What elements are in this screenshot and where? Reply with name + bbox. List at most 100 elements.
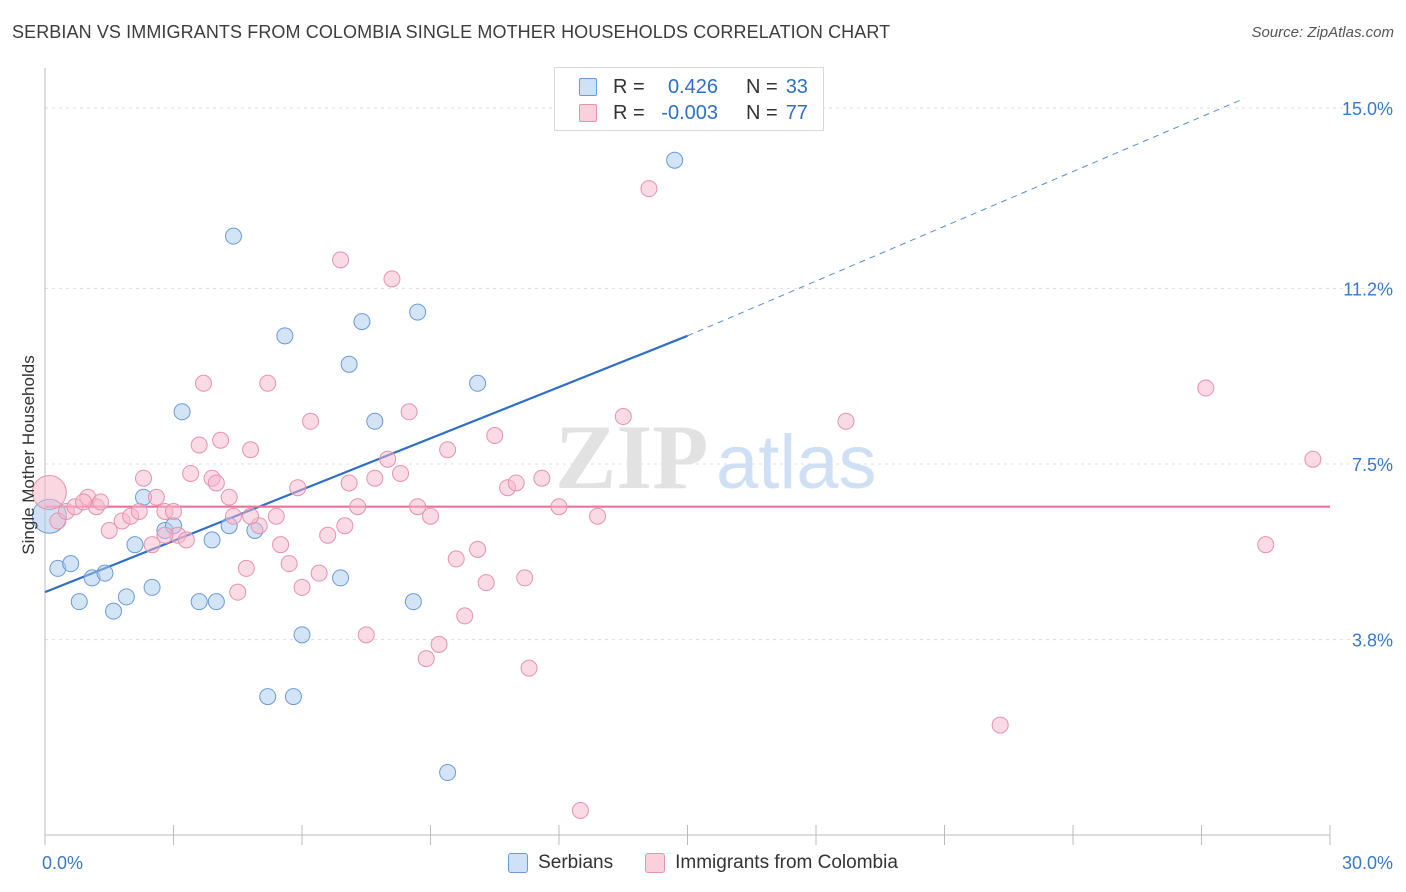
serbian-point [666, 151, 684, 169]
serbian-point [404, 593, 422, 611]
colombia-point [302, 412, 320, 430]
serbian-point [332, 569, 350, 587]
legend-box: R = 0.426 N = 33 R = -0.003 N = 77 [554, 67, 824, 131]
legend-row-colombia: R = -0.003 N = 77 [579, 101, 808, 125]
colombia-point [100, 521, 118, 539]
colombia-point [130, 502, 148, 520]
serbian-point [173, 403, 191, 421]
bottom-legend-swatch-serbians [508, 853, 529, 873]
serbian-trend-extension [687, 98, 1245, 337]
colombia-point [272, 536, 290, 554]
colombia-point [1197, 379, 1215, 397]
colombia-point [614, 408, 632, 426]
y-tick-label: 3.8% [1352, 631, 1393, 651]
serbian-point [96, 564, 114, 582]
source-label: Source: ZipAtlas.com [1251, 24, 1394, 41]
colombia-point [417, 650, 435, 668]
colombia-point [237, 559, 255, 577]
colombia-point [135, 469, 153, 487]
bottom-legend-swatch-colombia [645, 853, 666, 873]
legend-n-label: N = [746, 101, 778, 124]
colombia-point [383, 270, 401, 288]
serbian-point [117, 588, 135, 606]
serbian-point [340, 355, 358, 373]
serbian-point [203, 531, 221, 549]
colombia-point [267, 507, 285, 525]
colombia-point [332, 251, 350, 269]
bottom-legend-label-colombia: Immigrants from Colombia [675, 852, 898, 873]
x-tick-label-min: 0.0% [42, 853, 83, 873]
legend-swatch-serbians [579, 78, 597, 96]
watermark-atlas: atlas [716, 420, 877, 505]
serbian-point [366, 412, 384, 430]
serbian-point [207, 593, 225, 611]
legend-r-value: -0.003 [661, 101, 718, 124]
colombia-point [310, 564, 328, 582]
colombia-point [340, 474, 358, 492]
serbian-point [126, 536, 144, 554]
y-tick-label: 7.5% [1352, 455, 1393, 475]
colombia-point [357, 626, 375, 644]
serbian-point [409, 303, 427, 321]
colombia-point [1304, 450, 1322, 468]
colombia-point [477, 574, 495, 592]
colombia-point [182, 464, 200, 482]
colombia-point [92, 493, 110, 511]
colombia-point [486, 427, 504, 445]
y-tick-label: 11.2% [1343, 279, 1393, 299]
watermark: ZIP atlas [555, 406, 877, 508]
grid-lines [45, 107, 1395, 641]
colombia-point [242, 441, 260, 459]
colombia-point [550, 498, 568, 516]
bottom-legend-colombia: Immigrants from Colombia [645, 852, 898, 874]
serbian-point [469, 374, 487, 392]
colombia-point [533, 469, 551, 487]
serbian-point [259, 688, 277, 706]
colombia-point [31, 474, 67, 510]
y-tick-label: 15.0% [1342, 99, 1393, 119]
serbian-point [276, 327, 294, 345]
colombia-point [1257, 536, 1275, 554]
colombia-point [392, 464, 410, 482]
tick-labels: 3.8% 7.5% 11.2% 15.0% 0.0% 30.0% [42, 99, 1393, 873]
colombia-point [289, 479, 307, 497]
serbian-point [284, 688, 302, 706]
colombia-point [220, 488, 238, 506]
colombia-point [293, 578, 311, 596]
colombia-point [571, 802, 589, 820]
colombia-point [75, 493, 93, 511]
legend-n-value: 33 [785, 75, 808, 98]
colombia-point [336, 517, 354, 535]
chart-title: SERBIAN VS IMMIGRANTS FROM COLOMBIA SING… [12, 22, 891, 42]
colombia-point [194, 374, 212, 392]
legend-row-serbians: R = 0.426 N = 33 [579, 75, 808, 99]
colombia-point [147, 488, 165, 506]
colombia-point [143, 536, 161, 554]
legend-swatch-colombia [579, 104, 597, 122]
y-axis-label: Single Mother Households [19, 355, 38, 554]
colombia-point [409, 498, 427, 516]
bottom-legend-label-serbians: Serbians [538, 852, 614, 873]
colombia-point [469, 540, 487, 558]
colombia-point [259, 374, 277, 392]
axes [44, 68, 1331, 845]
data-points [31, 151, 1322, 820]
colombia-point [837, 412, 855, 430]
colombia-point [242, 507, 260, 525]
colombia-point [177, 531, 195, 549]
colombia-point [366, 469, 384, 487]
serbian-point [190, 593, 208, 611]
colombia-point [229, 583, 247, 601]
colombia-point [319, 526, 337, 544]
colombia-point [516, 569, 534, 587]
colombia-point [456, 607, 474, 625]
colombia-point [156, 526, 174, 544]
colombia-point [447, 550, 465, 568]
colombia-point [349, 498, 367, 516]
colombia-point [507, 474, 525, 492]
colombia-point [165, 502, 182, 520]
colombia-point [280, 555, 298, 573]
x-tick-label-max: 30.0% [1342, 853, 1393, 873]
bottom-legend: Serbians Immigrants from Colombia [0, 852, 1406, 874]
